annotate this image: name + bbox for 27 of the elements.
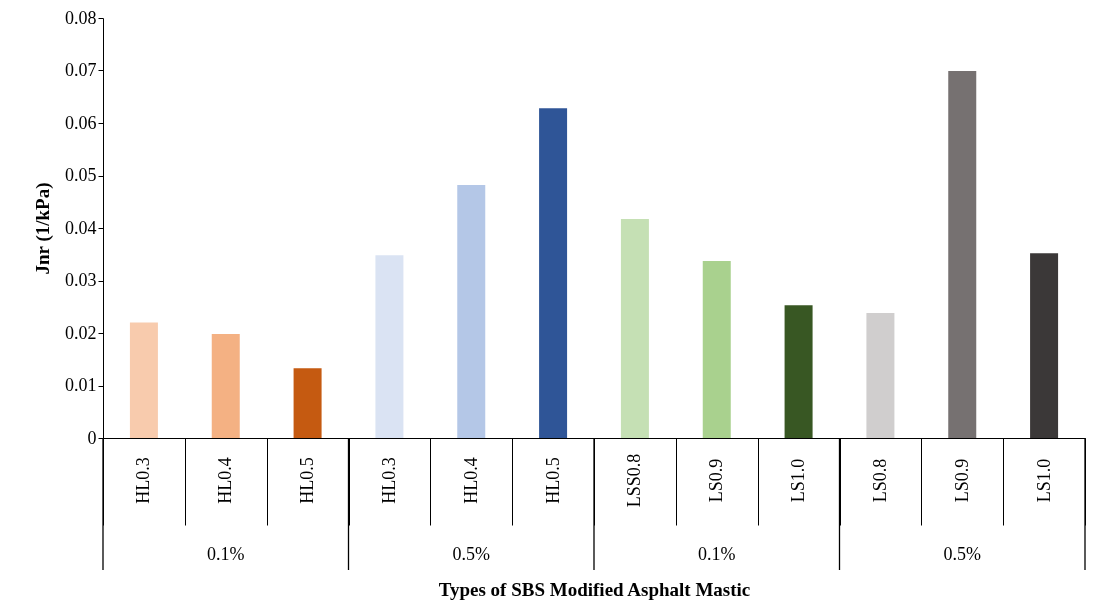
x-tick-label: LS0.9	[951, 458, 972, 503]
x-axis-title: Types of SBS Modified Asphalt Mastic	[438, 578, 751, 600]
x-tick-label: HL0.4	[215, 457, 236, 504]
x-tick-label: LS1.0	[788, 458, 809, 503]
y-tick-label: 0	[87, 427, 97, 448]
y-tick-label: 0.06	[65, 112, 97, 133]
y-tick-label: 0.07	[65, 60, 97, 80]
y-axis-title: Jnr (1/kPa)	[32, 182, 54, 275]
x-tick-label: LS1.0	[1033, 458, 1054, 503]
x-tick-label: HL0.5	[297, 457, 318, 504]
y-tick-label: 0.02	[65, 322, 97, 343]
y-tick-label: 0.08	[65, 7, 97, 28]
y-tick-label: 0.01	[65, 375, 97, 395]
x-tick-label: HL0.4	[460, 457, 481, 504]
x-tick-label: HL0.3	[133, 457, 154, 504]
x-tick-label: LS0.9	[706, 458, 727, 503]
y-tick-label: 0.05	[65, 165, 97, 185]
x-tick-label: LS0.8	[869, 458, 890, 503]
x-tick-label: LSS0.8	[624, 453, 645, 508]
text: 0.5%	[452, 544, 490, 564]
text: 0.5%	[943, 544, 981, 564]
text: 0.1%	[698, 544, 736, 564]
x-tick-label: HL0.3	[378, 457, 399, 504]
text: 0.1%	[207, 544, 245, 564]
x-tick-label: HL0.5	[542, 457, 563, 504]
y-tick-label: 0.04	[65, 217, 97, 238]
y-tick-label: 0.03	[65, 270, 97, 290]
